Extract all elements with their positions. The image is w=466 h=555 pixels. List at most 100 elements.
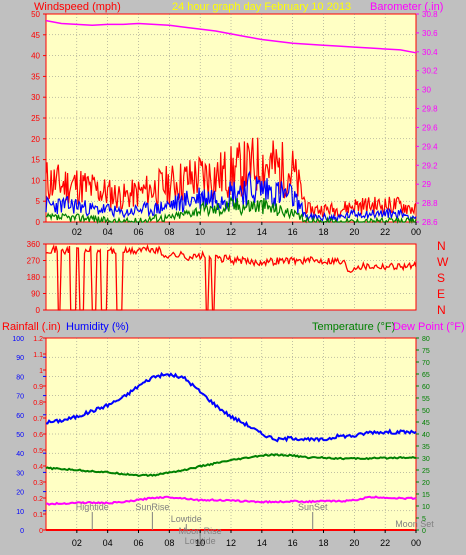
x-tick-label: 12 bbox=[226, 227, 236, 237]
y-tick-label: 30.6 bbox=[422, 29, 438, 38]
series-line-dew-point bbox=[45, 495, 417, 506]
wind-barometer-x-axis: 02 04 06 08 10 12 14 16 18 20 22 00 bbox=[72, 222, 421, 237]
y-tick-label: 35 bbox=[422, 444, 430, 451]
graph-title: 24 hour graph day February 10 2013 bbox=[172, 1, 351, 13]
x-tick-label: 22 bbox=[380, 538, 390, 548]
series-line-wind-direction bbox=[45, 244, 417, 311]
y-tick-label: 90 bbox=[16, 355, 24, 362]
humidity-label: Humidity (%) bbox=[66, 321, 129, 333]
y-tick-label: 1.1 bbox=[33, 352, 43, 359]
y-tick-label: 180 bbox=[27, 273, 41, 282]
y-tick-label: 5 bbox=[422, 516, 426, 523]
x-tick-label: 20 bbox=[349, 538, 359, 548]
event-marker-label: Lowtide bbox=[171, 514, 202, 524]
y-tick-label: 270 bbox=[27, 257, 41, 266]
y-tick-label: 0 bbox=[20, 528, 24, 535]
y-tick-label: 0.6 bbox=[33, 432, 43, 439]
temperature-axis: 0 5 10 15 20 25 30 35 40 45 50 55 60 65 70 75 80 bbox=[416, 336, 430, 535]
x-tick-label: 02 bbox=[72, 538, 82, 548]
y-tick-label: 0.3 bbox=[33, 480, 43, 487]
wind-direction-panel: 0 90 180 270 360 N W S E N bbox=[27, 239, 449, 317]
y-tick-label: 20 bbox=[422, 480, 430, 487]
wind-direction-series bbox=[45, 244, 417, 311]
x-tick-label: 22 bbox=[380, 227, 390, 237]
y-tick-label: 5 bbox=[36, 197, 41, 206]
y-tick-label: 360 bbox=[27, 240, 41, 249]
x-tick-label: 20 bbox=[349, 227, 359, 237]
y-tick-label: 15 bbox=[31, 156, 40, 165]
y-tick-label: 80 bbox=[16, 374, 24, 381]
windspeed-axis: 0 5 10 15 20 25 30 35 40 45 50 bbox=[31, 10, 46, 227]
barometer-label: Barometer (.in) bbox=[370, 1, 443, 13]
x-tick-label: 10 bbox=[195, 538, 205, 548]
y-tick-label: 80 bbox=[422, 336, 430, 343]
x-tick-label: 14 bbox=[257, 227, 267, 237]
dewpoint-label: Dew Point (°F) bbox=[393, 321, 465, 333]
y-tick-label: 25 bbox=[31, 114, 40, 123]
x-tick-label: 00 bbox=[411, 538, 421, 548]
y-tick-label: 65 bbox=[422, 372, 430, 379]
y-tick-label: 30 bbox=[422, 86, 431, 95]
x-tick-label: 18 bbox=[318, 538, 328, 548]
y-tick-label: 30 bbox=[31, 93, 40, 102]
event-marker-label: SunSet bbox=[298, 502, 328, 512]
y-tick-label: 10 bbox=[16, 509, 24, 516]
compass-e: E bbox=[437, 287, 445, 301]
y-tick-label: 0.7 bbox=[33, 416, 43, 423]
y-tick-label: 0 bbox=[36, 218, 41, 227]
y-tick-label: 25 bbox=[422, 468, 430, 475]
y-tick-label: 45 bbox=[31, 31, 40, 40]
y-tick-label: 1.2 bbox=[33, 336, 43, 343]
y-tick-label: 28.8 bbox=[422, 199, 438, 208]
compass-labels: N W S E N bbox=[437, 239, 449, 317]
compass-s: S bbox=[437, 271, 445, 285]
y-tick-label: 29.4 bbox=[422, 142, 438, 151]
series-line-barometer bbox=[45, 19, 417, 54]
y-tick-label: 50 bbox=[31, 10, 40, 19]
y-tick-label: 0 bbox=[36, 306, 41, 315]
y-tick-label: 28.6 bbox=[422, 218, 438, 227]
y-tick-label: 50 bbox=[422, 408, 430, 415]
y-tick-label: 29.2 bbox=[422, 161, 438, 170]
event-marker-label: SunRise bbox=[135, 502, 169, 512]
y-tick-label: 70 bbox=[16, 394, 24, 401]
x-tick-label: 12 bbox=[226, 538, 236, 548]
series-line-temperature bbox=[45, 453, 417, 478]
y-tick-label: 40 bbox=[31, 52, 40, 61]
y-tick-label: 29.6 bbox=[422, 123, 438, 132]
series-line-windspeed-average bbox=[45, 170, 417, 222]
x-tick-label: 00 bbox=[411, 227, 421, 237]
x-tick-label: 16 bbox=[288, 227, 298, 237]
y-tick-label: 0 bbox=[422, 528, 426, 535]
y-tick-label: 10 bbox=[422, 504, 430, 511]
y-tick-label: 10 bbox=[31, 176, 40, 185]
y-tick-label: 30.8 bbox=[422, 10, 438, 19]
event-marker-label: Hightide bbox=[76, 502, 109, 512]
y-tick-label: 20 bbox=[31, 135, 40, 144]
y-tick-label: 75 bbox=[422, 348, 430, 355]
y-tick-label: 40 bbox=[422, 432, 430, 439]
series-line-windspeed-low bbox=[45, 196, 417, 225]
event-marker-label: Moon Set bbox=[395, 519, 434, 529]
compass-w: W bbox=[437, 255, 449, 269]
y-tick-label: 0.8 bbox=[33, 400, 43, 407]
y-tick-label: 30 bbox=[422, 456, 430, 463]
x-tick-label: 16 bbox=[288, 538, 298, 548]
y-tick-label: 29 bbox=[422, 180, 431, 189]
y-tick-label: 30 bbox=[16, 470, 24, 477]
y-tick-label: 20 bbox=[16, 490, 24, 497]
y-tick-label: 0 bbox=[39, 528, 43, 535]
y-tick-label: 30.4 bbox=[422, 48, 438, 57]
compass-n-bottom: N bbox=[437, 303, 446, 317]
y-tick-label: 0.1 bbox=[33, 512, 43, 519]
barometer-axis: 28.6 28.8 29 29.2 29.4 29.6 29.8 30 30.2 30.4 30.6… bbox=[416, 10, 438, 227]
rainfall-axis: 0 0.1 0.2 0.3 0.4 0.5 0.6 0.7 0.8 0.9 1 1.1 1.2 bbox=[33, 336, 46, 535]
wind-direction-axis: 0 90 180 270 360 bbox=[27, 240, 46, 315]
x-tick-label: 08 bbox=[164, 227, 174, 237]
x-tick-label: 02 bbox=[72, 227, 82, 237]
y-tick-label: 45 bbox=[422, 420, 430, 427]
y-tick-label: 90 bbox=[31, 290, 40, 299]
